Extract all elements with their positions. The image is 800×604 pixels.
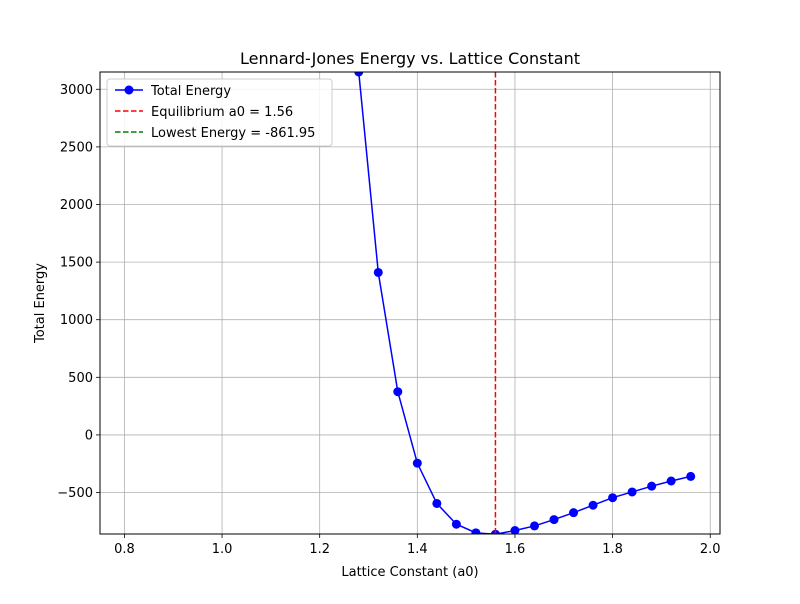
data-point: [686, 471, 696, 481]
data-point: [451, 519, 461, 529]
y-tick-label: 1000: [60, 313, 93, 328]
data-point: [471, 528, 481, 534]
legend-box: [106, 78, 333, 147]
x-tick-label: 1.2: [309, 542, 330, 557]
legend-marker-total-energy: [124, 85, 134, 95]
data-point: [627, 487, 637, 497]
y-tick-label: 3000: [60, 83, 93, 98]
legend: Total Energy Equilibrium a0 = 1.56 Lowes…: [106, 78, 333, 147]
x-tick-label: 1.4: [407, 542, 428, 557]
x-tick-label: 0.8: [114, 542, 135, 557]
y-tick-label: −500: [57, 486, 93, 501]
data-point: [588, 500, 598, 510]
legend-label-equilibrium: Equilibrium a0 = 1.56: [151, 105, 293, 120]
plot-content: [100, 72, 720, 534]
data-point: [412, 458, 422, 468]
data-point: [354, 72, 364, 77]
x-tick-label: 1.8: [602, 542, 623, 557]
legend-label-lowest-energy: Lowest Energy = -861.95: [151, 126, 315, 141]
y-axis-label: Total Energy: [33, 263, 48, 344]
data-point: [373, 267, 383, 277]
y-tick-label: 2000: [60, 198, 93, 213]
x-axis-label: Lattice Constant (a0): [341, 565, 478, 580]
data-point: [432, 498, 442, 508]
data-point: [647, 481, 657, 491]
data-point: [393, 387, 403, 397]
chart-title: Lennard-Jones Energy vs. Lattice Constan…: [240, 49, 580, 68]
data-point: [510, 526, 520, 534]
y-tick-label: 0: [85, 428, 93, 443]
ticks: 0.8 1.0 1.2 1.4 1.6 1.8 2.0 −500 0 500 1000 1500 200…: [57, 83, 720, 557]
y-tick-label: 2500: [60, 140, 93, 155]
axes-frame: [99, 71, 721, 535]
data-point: [666, 476, 676, 486]
x-tick-label: 2.0: [700, 542, 721, 557]
data-point: [529, 521, 539, 531]
grid: [100, 72, 720, 534]
x-tick-label: 1.6: [505, 542, 526, 557]
data-point: [569, 508, 579, 518]
y-tick-label: 500: [68, 371, 93, 386]
x-tick-label: 1.0: [212, 542, 233, 557]
y-tick-label: 1500: [60, 256, 93, 271]
data-point: [549, 515, 559, 525]
legend-label-total-energy: Total Energy: [150, 84, 231, 99]
data-point: [608, 493, 618, 503]
